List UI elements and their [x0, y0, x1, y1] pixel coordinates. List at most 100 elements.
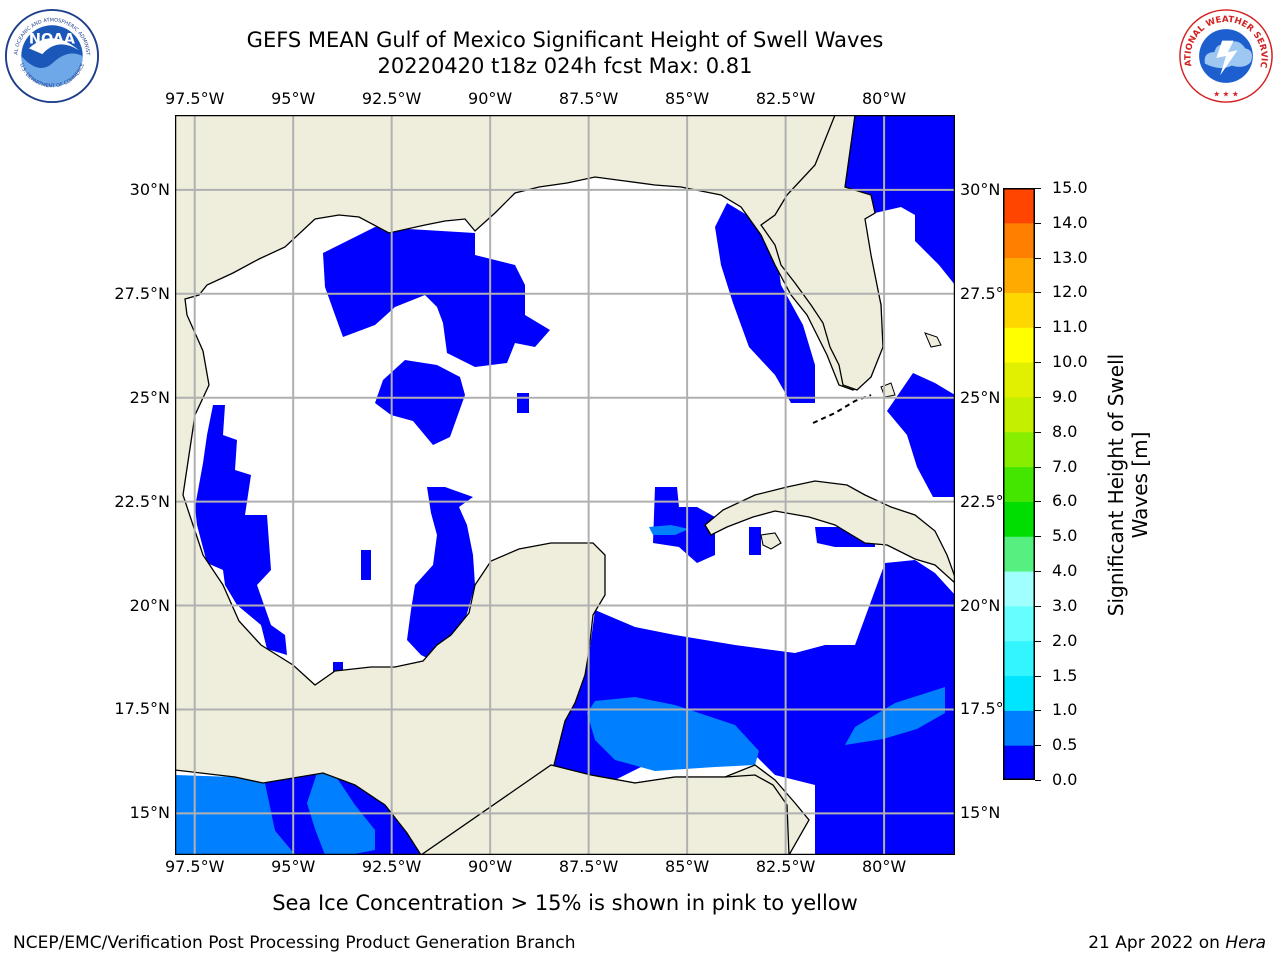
colorbar-segment	[1003, 640, 1035, 677]
lat-label-right: 30°N	[960, 179, 1001, 199]
lat-label-right: 25°N	[960, 387, 1001, 407]
colorbar	[1003, 188, 1035, 780]
colorbar-segment	[1003, 396, 1035, 433]
lon-label-top: 92.5°W	[361, 89, 422, 108]
footer-date: 21 Apr 2022 on Hera	[1088, 932, 1266, 954]
lon-label-bottom: 95°W	[271, 857, 316, 876]
lon-label-bottom: 90°W	[468, 857, 513, 876]
colorbar-label: Significant Height of Swell Waves [m]	[1104, 353, 1152, 617]
footer-host: Hera	[1225, 933, 1266, 953]
colorbar-tick-mark	[1035, 431, 1041, 433]
colorbar-segment	[1003, 571, 1035, 607]
colorbar-tick-mark	[1035, 188, 1041, 189]
colorbar-tick-label: 0.0	[1052, 770, 1078, 789]
colorbar-tick-mark	[1035, 362, 1041, 364]
colorbar-tick-label: 8.0	[1052, 421, 1078, 441]
footer-credit: NCEP/EMC/Verification Post Processing Pr…	[13, 933, 576, 953]
lat-label-right: 15°N	[960, 803, 1001, 823]
colorbar-tick-label: 10.0	[1052, 352, 1088, 372]
map-frame	[175, 115, 955, 855]
lat-label-right: 20°N	[960, 595, 1001, 615]
colorbar-segment	[1003, 188, 1035, 224]
colorbar-tick-mark	[1035, 466, 1041, 468]
colorbar-tick-mark	[1035, 257, 1041, 259]
colorbar-tick-mark	[1035, 780, 1041, 781]
colorbar-tick-mark	[1035, 640, 1041, 642]
chart-subtitle: 20220420 t18z 024h fcst Max: 0.81	[377, 54, 753, 78]
land-areas	[175, 115, 955, 855]
colorbar-tick-mark	[1035, 605, 1041, 607]
colorbar-segment	[1003, 675, 1035, 711]
colorbar-tick-label: 0.5	[1052, 735, 1078, 755]
lon-label-bottom: 80°W	[861, 857, 907, 876]
colorbar-segment	[1003, 536, 1035, 572]
nws-logo: NATIONAL WEATHER SERVICE ★ ★ ★	[1178, 8, 1273, 103]
sea-ice-note: Sea Ice Concentration > 15% is shown in …	[272, 891, 858, 915]
colorbar-tick-mark	[1035, 501, 1041, 503]
colorbar-segment	[1003, 605, 1035, 642]
svg-text:★ ★ ★: ★ ★ ★	[1213, 89, 1239, 98]
colorbar-segment	[1003, 327, 1035, 363]
lon-label-bottom: 85°W	[665, 857, 710, 876]
colorbar-segment	[1003, 466, 1035, 502]
noaa-logo-text: NOAA	[29, 32, 76, 48]
lon-label-top: 95°W	[271, 89, 316, 108]
colorbar-tick-mark	[1035, 710, 1041, 712]
lat-label-right: 27.5°N	[960, 283, 1016, 303]
colorbar-segment	[1003, 362, 1035, 398]
colorbar-tick-label: 7.0	[1052, 456, 1078, 476]
footer-date-text: 21 Apr 2022 on	[1088, 933, 1226, 953]
lon-label-bottom: 87.5°W	[558, 857, 619, 876]
colorbar-tick-label: 1.0	[1052, 700, 1078, 720]
colorbar-tick-mark	[1035, 222, 1041, 224]
colorbar-tick-label: 2.0	[1052, 630, 1078, 650]
lat-label-left: 25°N	[129, 387, 170, 407]
colorbar-segment	[1003, 257, 1035, 293]
colorbar-tick-mark	[1035, 396, 1041, 398]
gulf-of-mexico-map	[175, 115, 955, 855]
colorbar-tick-label: 15.0	[1052, 178, 1088, 197]
colorbar-tick-mark	[1035, 292, 1041, 294]
lat-lon-grid	[175, 115, 955, 855]
colorbar-tick-label: 14.0	[1052, 212, 1088, 232]
lat-label-left: 30°N	[129, 179, 170, 199]
colorbar-tick-mark	[1035, 536, 1041, 538]
colorbar-segment	[1003, 501, 1035, 537]
colorbar-tick-mark	[1035, 745, 1041, 747]
colorbar-tick-label: 1.5	[1052, 665, 1078, 685]
colorbar-tick-mark	[1035, 675, 1041, 677]
colorbar-tick-label: 3.0	[1052, 595, 1078, 615]
lon-label-bottom: 97.5°W	[164, 857, 225, 876]
lat-label-left: 15°N	[129, 803, 170, 823]
lon-label-top: 90°W	[468, 89, 513, 108]
lat-label-left: 20°N	[129, 595, 170, 615]
colorbar-segment	[1003, 431, 1035, 468]
lat-label-left: 22.5°N	[114, 491, 170, 511]
colorbar-tick-label: 4.0	[1052, 561, 1078, 581]
lon-label-bottom: 82.5°W	[755, 857, 816, 876]
colorbar-tick-label: 9.0	[1052, 386, 1078, 406]
colorbar-tick-label: 6.0	[1052, 491, 1078, 511]
lat-label-right: 17.5°N	[960, 699, 1016, 719]
lat-label-left: 17.5°N	[114, 699, 170, 719]
lon-label-top: 85°W	[665, 89, 710, 108]
lon-label-top: 87.5°W	[558, 89, 619, 108]
colorbar-tick-label: 13.0	[1052, 247, 1088, 267]
colorbar-tick-mark	[1035, 571, 1041, 573]
lon-label-bottom: 92.5°W	[361, 857, 422, 876]
noaa-logo: NOAA NATIONAL OCEANIC AND ATMOSPHERIC AD…	[4, 8, 100, 104]
lon-label-top: 97.5°W	[164, 89, 225, 108]
swell-height-0-0.5m-field	[195, 115, 955, 855]
colorbar-segment	[1003, 745, 1035, 780]
colorbar-segment	[1003, 292, 1035, 328]
colorbar-segment	[1003, 222, 1035, 259]
colorbar-tick-label: 11.0	[1052, 317, 1088, 337]
lon-label-top: 80°W	[861, 89, 907, 108]
lon-label-top: 82.5°W	[755, 89, 816, 108]
chart-title: GEFS MEAN Gulf of Mexico Significant Hei…	[246, 28, 884, 52]
lat-label-right: 22.5°N	[960, 491, 1016, 511]
lat-label-left: 27.5°N	[114, 283, 170, 303]
colorbar-tick-label: 5.0	[1052, 526, 1078, 546]
colorbar-tick-mark	[1035, 327, 1041, 329]
swell-height-0.5-1.0m-field	[175, 525, 945, 855]
